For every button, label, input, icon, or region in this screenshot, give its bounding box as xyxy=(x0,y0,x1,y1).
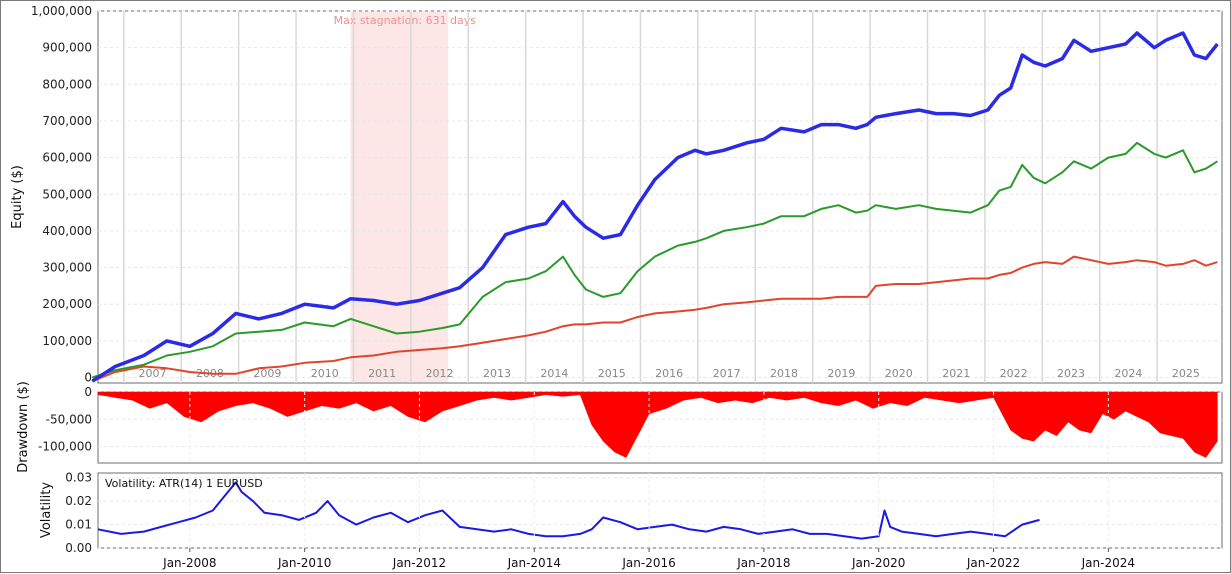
equity-year-label: 2025 xyxy=(1172,367,1200,380)
equity-ytick-label: 600,000 xyxy=(42,151,92,165)
equity-year-label: 2023 xyxy=(1057,367,1085,380)
equity-year-label: 2014 xyxy=(540,367,568,380)
equity-ytick-label: 900,000 xyxy=(42,41,92,55)
equity-year-label: 2022 xyxy=(1000,367,1028,380)
date-tick-label: Jan-2020 xyxy=(851,556,905,570)
equity-series-line-green xyxy=(91,141,1218,379)
date-tick-label: Jan-2024 xyxy=(1081,556,1135,570)
equity-ytick-label: 400,000 xyxy=(42,224,92,238)
equity-ytick-label: 500,000 xyxy=(42,187,92,201)
equity-year-label: 2021 xyxy=(942,367,970,380)
equity-series-line-red xyxy=(91,255,1218,383)
drawdown-area xyxy=(97,391,1218,458)
equity-panel xyxy=(97,10,1223,384)
equity-year-label: 2017 xyxy=(713,367,741,380)
volatility-y-axis-label: Volatility xyxy=(39,482,54,538)
date-tick-label: Jan-2012 xyxy=(392,556,446,570)
equity-ytick-label: 700,000 xyxy=(42,114,92,128)
date-tick-label: Jan-2008 xyxy=(162,556,216,570)
equity-year-label: 2015 xyxy=(598,367,626,380)
equity-year-label: 2024 xyxy=(1114,367,1142,380)
equity-year-label: 2016 xyxy=(655,367,683,380)
stagnation-band xyxy=(350,12,449,382)
equity-year-label: 2010 xyxy=(311,367,339,380)
equity-year-label: 2011 xyxy=(368,367,396,380)
date-tick-label: Jan-2010 xyxy=(277,556,331,570)
drawdown-ytick-label: -50,000 xyxy=(46,412,92,426)
date-tick-label: Jan-2016 xyxy=(621,556,675,570)
volatility-panel xyxy=(97,472,1223,549)
equity-year-label: 2020 xyxy=(885,367,913,380)
drawdown-ytick-label: -100,000 xyxy=(38,440,92,454)
equity-year-label: 2019 xyxy=(827,367,855,380)
equity-series-line-blue xyxy=(91,31,1219,383)
date-tick-label: Jan-2014 xyxy=(507,556,561,570)
equity-ytick-label: 0 xyxy=(84,371,92,385)
equity-year-label: 2018 xyxy=(770,367,798,380)
date-tick-label: Jan-2018 xyxy=(736,556,790,570)
equity-ytick-label: 800,000 xyxy=(42,77,92,91)
equity-ytick-label: 200,000 xyxy=(42,297,92,311)
volatility-line xyxy=(97,481,1040,540)
drawdown-ytick-label: 0 xyxy=(84,385,92,399)
volatility-ytick-label: 0.02 xyxy=(65,494,92,508)
equity-ytick-label: 1,000,000 xyxy=(31,4,92,18)
equity-year-label: 2007 xyxy=(139,367,167,380)
volatility-ytick-label: 0.00 xyxy=(65,541,92,555)
equity-ytick-label: 300,000 xyxy=(42,261,92,275)
stagnation-annotation: Max stagnation: 631 days xyxy=(334,14,477,27)
equity-year-label: 2009 xyxy=(253,367,281,380)
equity-y-axis-label: Equity ($) xyxy=(10,165,25,229)
date-tick-label: Jan-2022 xyxy=(966,556,1020,570)
equity-year-label: 2012 xyxy=(426,367,454,380)
volatility-ytick-label: 0.01 xyxy=(65,518,92,532)
volatility-ytick-label: 0.03 xyxy=(65,471,92,485)
drawdown-y-axis-label: Drawdown ($) xyxy=(16,381,31,473)
equity-ytick-label: 100,000 xyxy=(42,334,92,348)
equity-year-label: 2013 xyxy=(483,367,511,380)
volatility-legend: Volatility: ATR(14) 1 EURUSD xyxy=(105,477,263,490)
